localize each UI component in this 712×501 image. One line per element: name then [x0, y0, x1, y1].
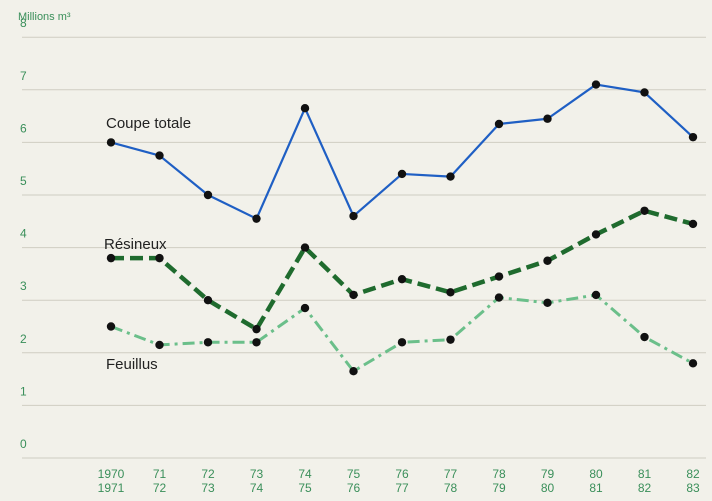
data-point [494, 293, 504, 302]
series-label-resineux: Résineux [104, 236, 167, 253]
data-point [543, 256, 552, 265]
data-point [688, 359, 698, 368]
data-point [106, 138, 116, 147]
x-tick-label: 81 [638, 467, 652, 481]
data-point [300, 243, 310, 252]
data-point [252, 214, 261, 223]
data-point [591, 290, 601, 300]
x-tick-label-second: 78 [444, 481, 458, 495]
x-tick-label: 82 [686, 467, 700, 481]
series-line-2 [110, 293, 694, 373]
x-tick-label-second: 1971 [98, 481, 125, 495]
series [106, 80, 698, 376]
series-label-coupe-totale: Coupe totale [106, 115, 191, 132]
x-tick-label: 75 [347, 467, 361, 481]
data-point [446, 335, 455, 344]
y-tick-label: 1 [20, 384, 27, 398]
x-tick-label-second: 73 [201, 481, 215, 495]
x-tick-label: 80 [589, 467, 603, 481]
data-point [252, 338, 261, 347]
x-tick-label: 1970 [98, 467, 125, 481]
x-tick-label: 78 [492, 467, 506, 481]
y-tick-label: 2 [20, 332, 27, 346]
data-point [494, 119, 504, 129]
y-tick-label: 3 [20, 279, 27, 293]
data-point [252, 324, 261, 334]
data-point [591, 230, 601, 239]
data-point [397, 274, 407, 284]
y-axis-ticks: 0 1 2 3 4 5 6 7 8 [20, 16, 27, 451]
data-point [300, 104, 310, 113]
x-tick-label-second: 79 [492, 481, 506, 495]
x-tick-label-second: 77 [395, 481, 409, 495]
data-point [640, 332, 649, 342]
x-tick-label-second: 81 [589, 481, 603, 495]
gridlines [22, 36, 706, 459]
series-line-0 [110, 83, 694, 220]
data-point [300, 303, 310, 313]
data-point [155, 151, 164, 160]
data-point [203, 296, 213, 305]
data-point [106, 322, 116, 331]
x-tick-label-second: 74 [250, 481, 264, 495]
data-point [591, 80, 601, 89]
y-axis-label: Millions m³ [18, 11, 71, 23]
data-point [106, 253, 116, 263]
data-point [543, 298, 552, 308]
data-point [446, 288, 455, 297]
data-point [203, 338, 213, 347]
x-tick-label-second: 83 [686, 481, 700, 495]
x-tick-label-second: 82 [638, 481, 652, 495]
series-label-feuillus: Feuillus [106, 356, 158, 373]
y-tick-label: 4 [20, 227, 27, 241]
y-tick-label: 6 [20, 121, 27, 135]
data-point [155, 253, 164, 263]
y-tick-label: 5 [20, 174, 27, 188]
x-tick-label: 79 [541, 467, 555, 481]
x-tick-label: 76 [395, 467, 409, 481]
data-point [203, 190, 213, 200]
x-tick-label: 74 [298, 467, 312, 481]
data-point [494, 272, 504, 281]
x-tick-label: 73 [250, 467, 264, 481]
data-point [397, 338, 407, 347]
x-tick-label: 72 [201, 467, 215, 481]
data-point [349, 290, 358, 300]
y-tick-label: 8 [20, 16, 27, 30]
x-axis-ticks: 1970197171727273737474757576767777787879… [98, 467, 700, 495]
x-tick-label-second: 80 [541, 481, 555, 495]
y-tick-label: 7 [20, 69, 27, 83]
data-point [349, 211, 358, 221]
y-tick-label: 0 [20, 437, 27, 451]
data-point [543, 114, 552, 123]
data-point [688, 219, 698, 229]
x-tick-label: 77 [444, 467, 458, 481]
x-tick-label-second: 75 [298, 481, 312, 495]
data-point [155, 340, 164, 350]
data-point [640, 206, 649, 215]
x-tick-label-second: 72 [153, 481, 167, 495]
x-tick-label-second: 76 [347, 481, 361, 495]
data-point [640, 88, 649, 97]
data-point [688, 132, 698, 142]
data-point [397, 169, 407, 179]
x-tick-label: 71 [153, 467, 167, 481]
data-point [349, 367, 358, 376]
data-point [446, 172, 455, 181]
series-line-1 [111, 208, 694, 332]
